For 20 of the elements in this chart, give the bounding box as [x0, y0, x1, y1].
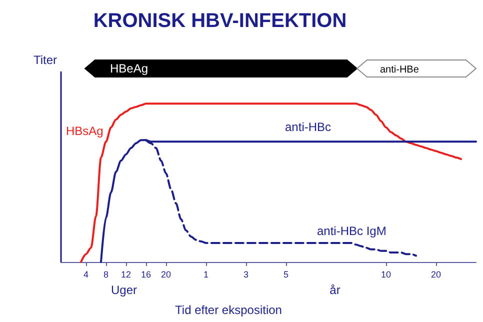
x-tick-label: 3 [243, 270, 249, 280]
x-tick-label: 12 [120, 270, 132, 280]
x-axis-title: Tid efter eksposition [175, 303, 282, 317]
x-tick-label: 20 [160, 270, 172, 280]
text: anti-HBe [380, 64, 420, 76]
x-tick-label: 20 [430, 270, 442, 280]
text: HBeAg [110, 62, 148, 76]
series-label: anti-HBc IgM [316, 224, 386, 238]
x-tick-label: 5 [283, 270, 289, 280]
y-axis-title: Titer [33, 53, 57, 67]
x-tick-label: 10 [380, 270, 392, 280]
text: Uger [110, 283, 138, 297]
x-tick-label: 4 [83, 270, 89, 280]
x-tick-label: 1 [203, 270, 209, 280]
x-tick-label: 8 [103, 270, 109, 280]
series-label: anti-HBc [285, 120, 332, 134]
chart-title: KRONISK HBV-INFEKTION [93, 10, 347, 32]
series-label: HBsAg [66, 124, 104, 138]
text: år [330, 283, 340, 297]
x-tick-label: 16 [140, 270, 152, 280]
